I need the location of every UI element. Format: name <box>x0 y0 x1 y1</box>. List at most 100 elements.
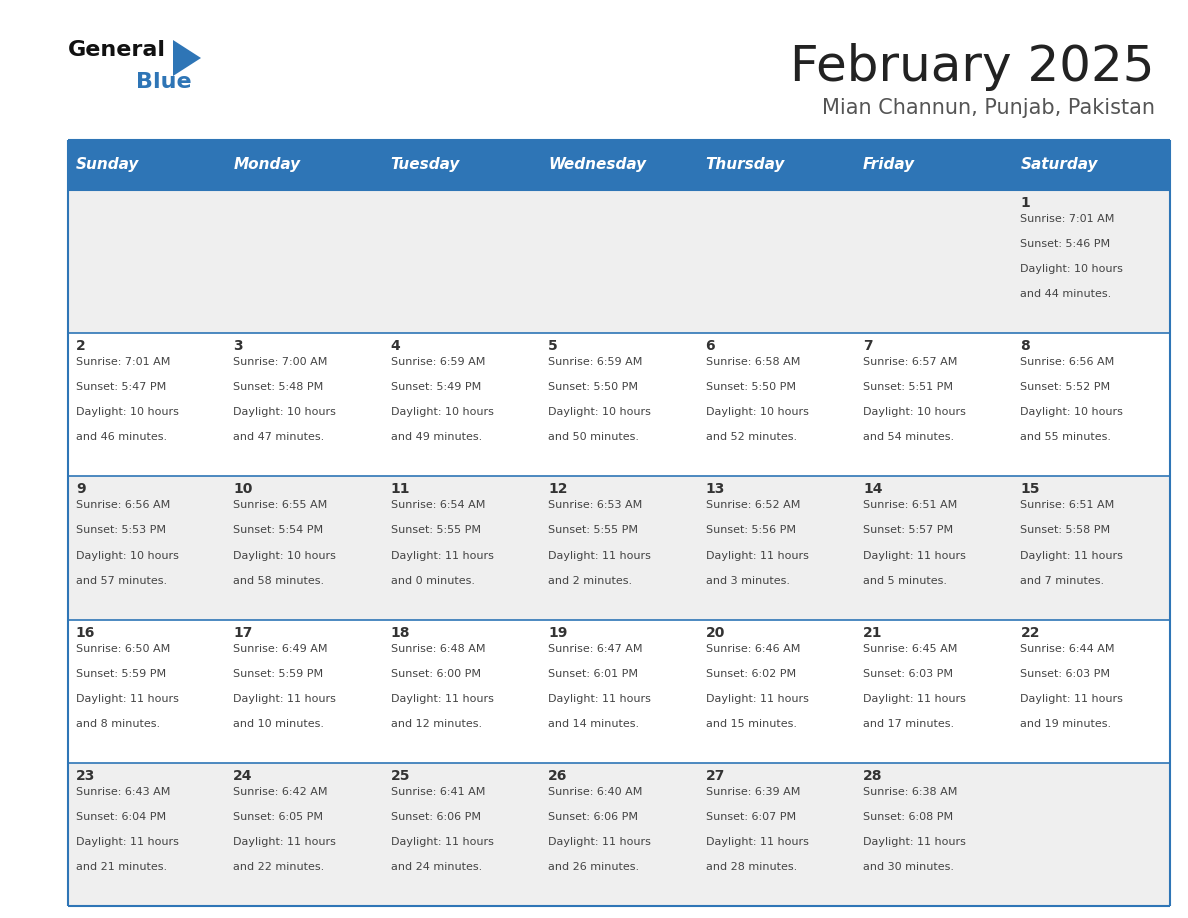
Bar <box>855 190 1012 333</box>
Text: Sunset: 6:05 PM: Sunset: 6:05 PM <box>233 812 323 822</box>
Text: Sunset: 5:56 PM: Sunset: 5:56 PM <box>706 525 796 535</box>
Text: Daylight: 11 hours: Daylight: 11 hours <box>862 694 966 704</box>
Text: and 2 minutes.: and 2 minutes. <box>548 576 632 586</box>
Text: 23: 23 <box>76 768 95 783</box>
Bar <box>697 620 855 763</box>
Bar <box>68 476 226 620</box>
Text: Sunset: 6:01 PM: Sunset: 6:01 PM <box>548 668 638 678</box>
Text: and 30 minutes.: and 30 minutes. <box>862 862 954 872</box>
Bar <box>226 763 383 906</box>
Text: Sunrise: 6:59 AM: Sunrise: 6:59 AM <box>391 357 485 367</box>
Bar <box>383 190 541 333</box>
Text: Sunrise: 7:00 AM: Sunrise: 7:00 AM <box>233 357 328 367</box>
Text: and 24 minutes.: and 24 minutes. <box>391 862 482 872</box>
Text: Daylight: 11 hours: Daylight: 11 hours <box>1020 694 1124 704</box>
Bar <box>383 763 541 906</box>
Text: Thursday: Thursday <box>706 158 785 173</box>
Bar <box>1012 476 1170 620</box>
Bar <box>855 333 1012 476</box>
Text: 16: 16 <box>76 625 95 640</box>
Text: 3: 3 <box>233 339 242 353</box>
Text: Sunset: 5:48 PM: Sunset: 5:48 PM <box>233 382 323 392</box>
Text: Daylight: 11 hours: Daylight: 11 hours <box>862 551 966 561</box>
Text: and 47 minutes.: and 47 minutes. <box>233 432 324 442</box>
Bar <box>226 140 383 190</box>
Text: Daylight: 11 hours: Daylight: 11 hours <box>391 837 493 847</box>
Bar <box>697 333 855 476</box>
Text: Daylight: 11 hours: Daylight: 11 hours <box>706 551 809 561</box>
Text: 25: 25 <box>391 768 410 783</box>
Text: and 7 minutes.: and 7 minutes. <box>1020 576 1105 586</box>
Text: Daylight: 11 hours: Daylight: 11 hours <box>862 837 966 847</box>
Text: Sunset: 5:59 PM: Sunset: 5:59 PM <box>233 668 323 678</box>
Text: and 50 minutes.: and 50 minutes. <box>548 432 639 442</box>
Text: Sunset: 5:53 PM: Sunset: 5:53 PM <box>76 525 166 535</box>
Text: Sunrise: 6:43 AM: Sunrise: 6:43 AM <box>76 787 170 797</box>
Text: 14: 14 <box>862 482 883 497</box>
Bar <box>226 190 383 333</box>
Text: and 44 minutes.: and 44 minutes. <box>1020 289 1112 299</box>
Text: Sunrise: 6:54 AM: Sunrise: 6:54 AM <box>391 500 485 510</box>
Text: 22: 22 <box>1020 625 1040 640</box>
Text: 12: 12 <box>548 482 568 497</box>
Text: Daylight: 11 hours: Daylight: 11 hours <box>1020 551 1124 561</box>
Text: Sunset: 5:49 PM: Sunset: 5:49 PM <box>391 382 481 392</box>
Text: and 28 minutes.: and 28 minutes. <box>706 862 797 872</box>
Text: Sunrise: 7:01 AM: Sunrise: 7:01 AM <box>1020 214 1114 224</box>
Text: Daylight: 11 hours: Daylight: 11 hours <box>233 837 336 847</box>
Bar <box>697 140 855 190</box>
Text: Sunset: 5:54 PM: Sunset: 5:54 PM <box>233 525 323 535</box>
Text: Sunrise: 6:53 AM: Sunrise: 6:53 AM <box>548 500 643 510</box>
Text: Sunrise: 6:56 AM: Sunrise: 6:56 AM <box>76 500 170 510</box>
Text: 7: 7 <box>862 339 873 353</box>
Bar <box>855 620 1012 763</box>
Bar <box>855 140 1012 190</box>
Text: 21: 21 <box>862 625 883 640</box>
Text: Sunrise: 6:51 AM: Sunrise: 6:51 AM <box>862 500 958 510</box>
Text: Daylight: 11 hours: Daylight: 11 hours <box>391 694 493 704</box>
Bar <box>541 620 697 763</box>
Text: Daylight: 11 hours: Daylight: 11 hours <box>233 694 336 704</box>
Bar <box>541 333 697 476</box>
Text: Sunset: 6:06 PM: Sunset: 6:06 PM <box>548 812 638 822</box>
Text: Sunset: 6:03 PM: Sunset: 6:03 PM <box>1020 668 1111 678</box>
Text: Sunrise: 6:40 AM: Sunrise: 6:40 AM <box>548 787 643 797</box>
Text: and 5 minutes.: and 5 minutes. <box>862 576 947 586</box>
Text: Daylight: 10 hours: Daylight: 10 hours <box>706 408 809 418</box>
Text: Sunrise: 6:48 AM: Sunrise: 6:48 AM <box>391 644 485 654</box>
Text: Sunrise: 6:46 AM: Sunrise: 6:46 AM <box>706 644 800 654</box>
Text: Sunrise: 6:39 AM: Sunrise: 6:39 AM <box>706 787 800 797</box>
Text: and 46 minutes.: and 46 minutes. <box>76 432 168 442</box>
Text: and 55 minutes.: and 55 minutes. <box>1020 432 1112 442</box>
Text: Daylight: 11 hours: Daylight: 11 hours <box>548 694 651 704</box>
Text: and 54 minutes.: and 54 minutes. <box>862 432 954 442</box>
Bar <box>383 333 541 476</box>
Text: Tuesday: Tuesday <box>391 158 460 173</box>
Text: Sunset: 5:58 PM: Sunset: 5:58 PM <box>1020 525 1111 535</box>
Text: Daylight: 10 hours: Daylight: 10 hours <box>548 408 651 418</box>
Text: 1: 1 <box>1020 196 1030 210</box>
Text: Sunrise: 6:49 AM: Sunrise: 6:49 AM <box>233 644 328 654</box>
Bar <box>68 140 226 190</box>
Bar <box>383 140 541 190</box>
Bar <box>383 476 541 620</box>
Text: Monday: Monday <box>233 158 301 173</box>
Text: Daylight: 11 hours: Daylight: 11 hours <box>391 551 493 561</box>
Text: February 2025: February 2025 <box>790 43 1155 91</box>
Text: Sunrise: 6:41 AM: Sunrise: 6:41 AM <box>391 787 485 797</box>
Text: Sunset: 6:00 PM: Sunset: 6:00 PM <box>391 668 481 678</box>
Text: 2: 2 <box>76 339 86 353</box>
Text: Sunrise: 6:42 AM: Sunrise: 6:42 AM <box>233 787 328 797</box>
Text: Daylight: 10 hours: Daylight: 10 hours <box>233 551 336 561</box>
Text: Sunday: Sunday <box>76 158 139 173</box>
Text: Sunset: 5:47 PM: Sunset: 5:47 PM <box>76 382 166 392</box>
Bar <box>541 476 697 620</box>
Text: Sunrise: 6:51 AM: Sunrise: 6:51 AM <box>1020 500 1114 510</box>
Bar <box>1012 620 1170 763</box>
Text: 4: 4 <box>391 339 400 353</box>
Text: Sunrise: 7:01 AM: Sunrise: 7:01 AM <box>76 357 170 367</box>
Bar <box>697 190 855 333</box>
Text: Daylight: 11 hours: Daylight: 11 hours <box>706 837 809 847</box>
Text: Daylight: 10 hours: Daylight: 10 hours <box>1020 408 1124 418</box>
Text: 10: 10 <box>233 482 253 497</box>
